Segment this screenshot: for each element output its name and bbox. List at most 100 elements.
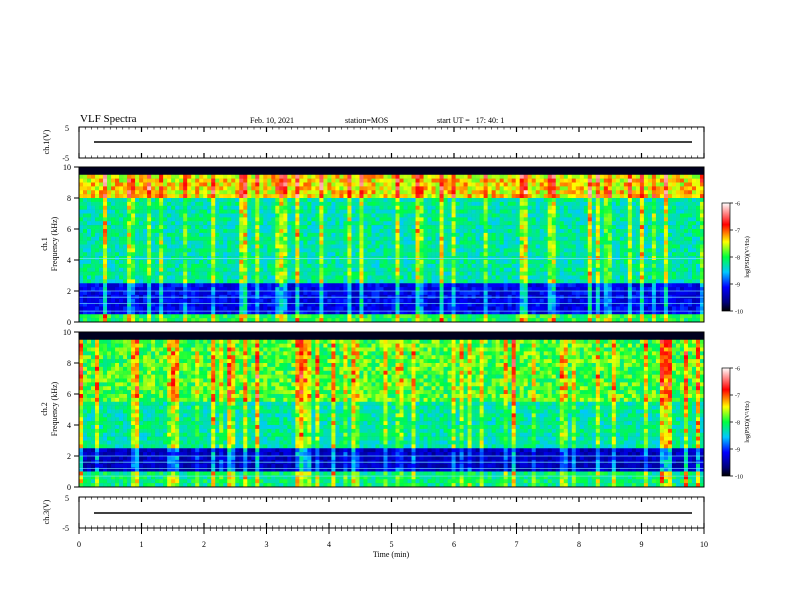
spectrogram-cell (335, 236, 340, 241)
spectrogram-cell (359, 198, 364, 203)
spectrogram-cell (295, 198, 300, 203)
spectrogram-cell (547, 310, 553, 315)
spectrogram-cell (399, 198, 404, 203)
spectrogram-cell (355, 236, 360, 241)
spectrogram-cell (107, 283, 112, 288)
spectrogram-cell (223, 178, 228, 183)
spectrogram-cell (267, 248, 272, 253)
spectrogram-cell (251, 170, 256, 176)
spectrogram-cell (235, 201, 240, 207)
spectrogram-cell (451, 209, 456, 214)
spectrogram-cell (447, 263, 452, 269)
spectrogram-cell (395, 244, 400, 249)
spectrogram-cell (87, 174, 92, 179)
spectrogram-cell (535, 174, 541, 179)
spectrogram-cell (119, 217, 124, 222)
spectrogram-cell (147, 194, 152, 199)
spectrogram-cell (307, 310, 312, 315)
spectrogram-cell (479, 201, 484, 207)
spectrogram-cell (539, 283, 545, 288)
spectrogram-cell (187, 190, 192, 195)
spectrogram-cell (483, 236, 488, 241)
spectrogram-cell (267, 201, 272, 207)
spectrogram-cell (531, 190, 537, 195)
spectrogram-cell (227, 271, 232, 276)
spectrogram-cell (191, 225, 196, 230)
spectrogram-cell (439, 279, 444, 284)
spectrogram-cell (219, 194, 224, 199)
spectrogram-cell (219, 170, 224, 176)
spectrogram-cell (199, 178, 204, 183)
spectrogram-cell (351, 209, 356, 214)
spectrogram-cell (135, 170, 140, 176)
spectrogram-cell (515, 275, 521, 280)
spectrogram-cell (491, 178, 496, 183)
spectrogram-cell (315, 186, 320, 191)
spectrogram-cell (215, 217, 220, 222)
spectrogram-cell (239, 217, 244, 222)
spectrogram-cell (479, 291, 484, 296)
spectrogram-cell (155, 186, 160, 191)
spectrogram-cell (391, 252, 396, 257)
spectrogram-cell (411, 174, 416, 179)
spectrogram-cell (179, 279, 184, 284)
spectrogram-cell (459, 291, 464, 296)
spectrogram-cell (475, 205, 480, 210)
spectrogram-cell (419, 225, 424, 230)
spectrogram-cell (539, 186, 545, 191)
spectrogram-cell (399, 225, 404, 230)
spectrogram-cell (299, 186, 304, 191)
spectrogram-cell (291, 263, 296, 269)
spectrogram-cell (351, 174, 356, 179)
spectrogram-cell (195, 298, 200, 303)
spectrogram-cell (267, 306, 272, 311)
spectrogram-cell (143, 318, 148, 323)
spectrogram-cell (523, 221, 529, 226)
spectrogram-cell (403, 174, 408, 179)
spectrogram-cell (267, 271, 272, 276)
spectrogram-cell (419, 174, 424, 179)
spectrogram-cell (347, 318, 352, 323)
spectrogram-cell (311, 267, 316, 272)
spectrogram-cell (399, 201, 404, 207)
spectrogram-cell (283, 252, 288, 257)
spectrogram-cell (519, 263, 525, 269)
spectrogram-cell (251, 186, 256, 191)
spectrogram-cell (491, 302, 496, 307)
spectrogram-cell (403, 213, 408, 218)
spectrogram-cell (543, 314, 549, 319)
spectrogram-cell (523, 267, 529, 272)
spectrogram-cell (295, 298, 300, 303)
spectrogram-cell (387, 232, 392, 238)
spectrogram-cell (415, 186, 420, 191)
spectrogram-cell (207, 229, 212, 234)
spectrogram-cell (483, 279, 488, 284)
spectrogram-cell (95, 190, 100, 195)
spectrogram-cell (467, 318, 472, 323)
spectrogram-cell (419, 279, 424, 284)
spectrogram-cell (123, 283, 128, 288)
spectrogram-cell (207, 178, 212, 183)
spectrogram-cell (363, 229, 368, 234)
spectrogram-cell (407, 283, 412, 288)
spectrogram-cell (527, 225, 533, 230)
spectrogram-cell (135, 167, 140, 172)
spectrogram-cell (315, 252, 320, 257)
spectrogram-cell (331, 318, 336, 323)
spectrogram-cell (459, 217, 464, 222)
spectrogram-cell (111, 236, 116, 241)
spectrogram-cell (167, 198, 172, 203)
spectrogram-cell (199, 240, 204, 245)
spectrogram-cell (527, 236, 533, 241)
spectrogram-cell (271, 217, 276, 222)
spectrogram-cell (275, 279, 280, 284)
spectrogram-cell (203, 252, 208, 257)
spectrogram-cell (423, 225, 428, 230)
spectrogram-cell (387, 205, 392, 210)
spectrogram-cell (207, 170, 212, 176)
spectrogram-cell (279, 182, 284, 187)
spectrogram-cell (183, 287, 188, 292)
ch1-ytick-bottom: -5 (62, 154, 69, 163)
spectrogram-cell (363, 252, 368, 257)
spectrogram-cell (107, 267, 112, 272)
